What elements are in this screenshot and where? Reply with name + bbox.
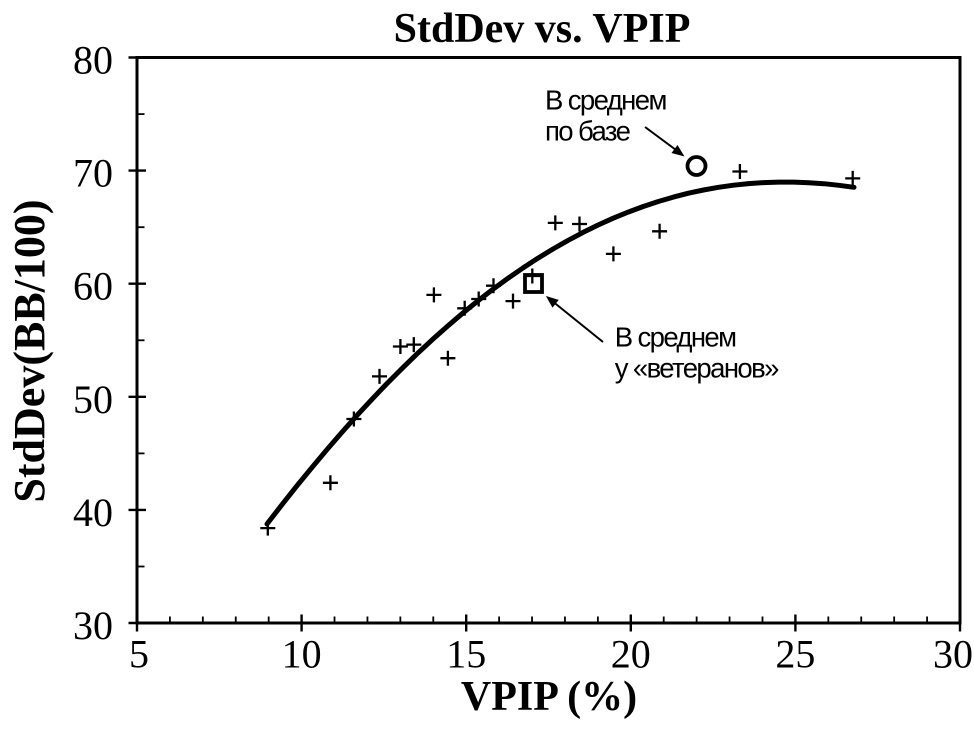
svg-text:20: 20 — [611, 632, 651, 677]
svg-text:StdDev vs. VPIP: StdDev vs. VPIP — [394, 6, 691, 52]
svg-text:50: 50 — [73, 377, 113, 422]
svg-text:В среднем: В среднем — [545, 84, 666, 115]
svg-text:70: 70 — [73, 151, 113, 196]
svg-text:30: 30 — [933, 632, 973, 677]
svg-text:у «ветеранов»: у «ветеранов» — [615, 352, 779, 383]
svg-text:по базе: по базе — [545, 115, 631, 146]
svg-text:VPIP (%): VPIP (%) — [461, 674, 637, 720]
svg-text:5: 5 — [129, 632, 149, 677]
svg-text:15: 15 — [446, 632, 486, 677]
svg-text:StdDev(BB/100): StdDev(BB/100) — [5, 199, 54, 502]
svg-text:В среднем: В среднем — [615, 322, 736, 353]
svg-text:60: 60 — [73, 264, 113, 309]
svg-text:25: 25 — [775, 632, 815, 677]
svg-text:10: 10 — [282, 632, 322, 677]
svg-text:80: 80 — [73, 38, 113, 83]
svg-text:40: 40 — [73, 490, 113, 535]
svg-text:30: 30 — [73, 603, 113, 648]
